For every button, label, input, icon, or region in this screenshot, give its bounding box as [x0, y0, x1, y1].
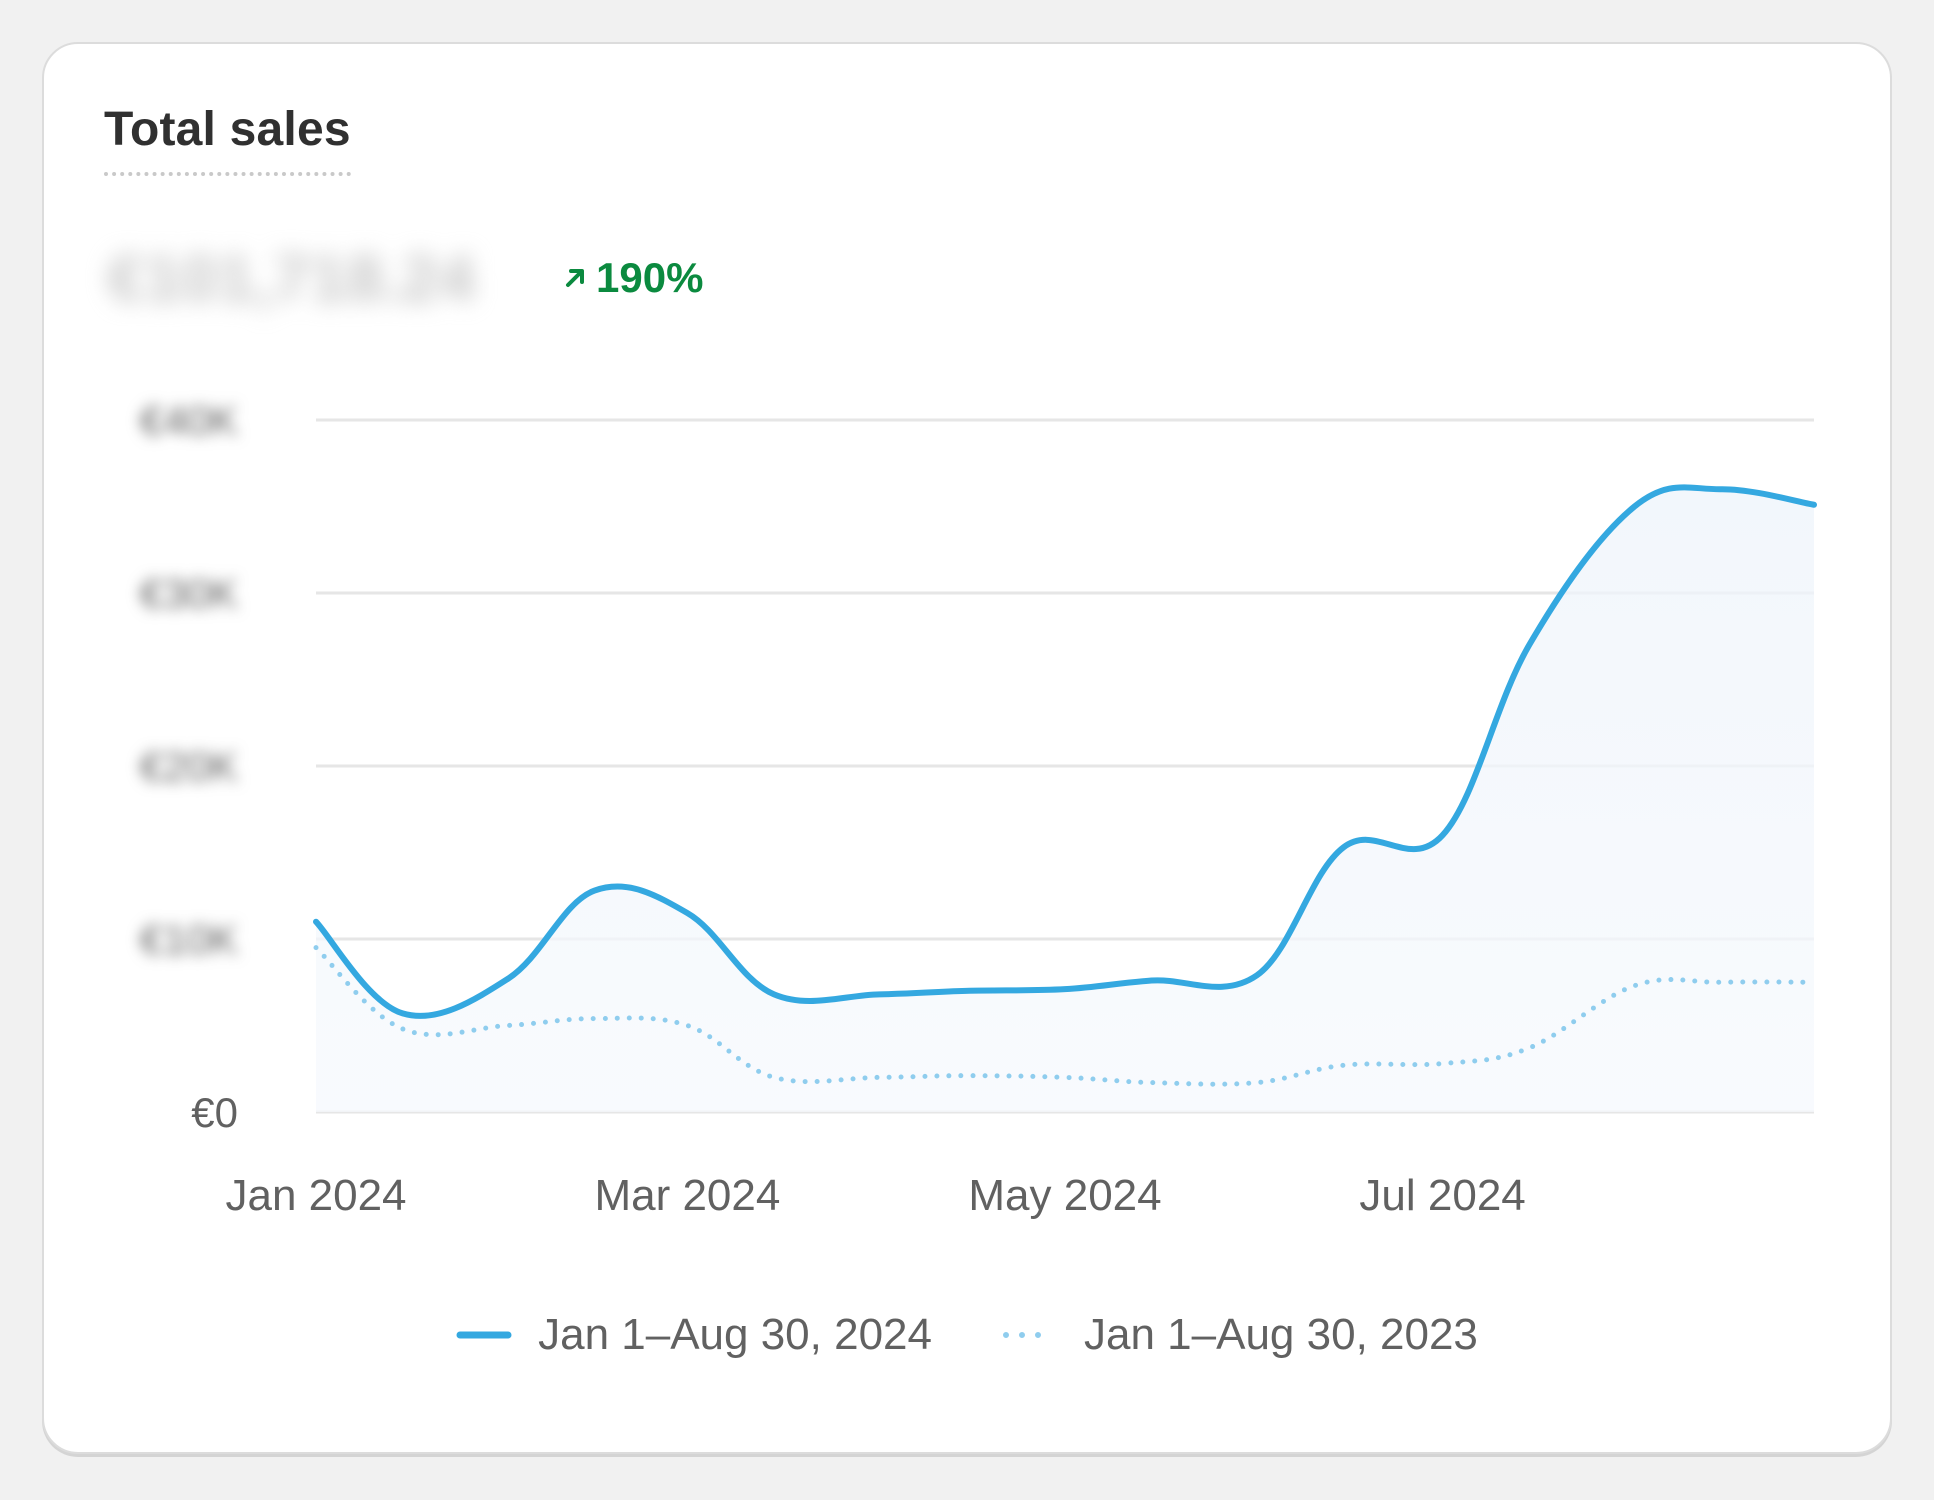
x-tick-label: Jan 2024: [225, 1171, 406, 1220]
dotted-line-swatch-icon: [1003, 1332, 1057, 1338]
chart-legend: Jan 1–Aug 30, 2024 Jan 1–Aug 30, 2023: [0, 1310, 1934, 1360]
legend-label-current: Jan 1–Aug 30, 2024: [538, 1310, 932, 1359]
y-tick-label: €0: [191, 1089, 238, 1136]
chart-x-axis: Jan 2024 Mar 2024 May 2024 Jul 2024: [225, 1171, 1525, 1220]
solid-line-swatch-icon: [456, 1331, 512, 1339]
series-line-current: [313, 484, 1817, 1019]
chart-y-axis: €0 €10K €20K €30K €40K: [140, 397, 238, 1136]
sales-line-chart: €0 €10K €20K €30K €40K Jan 2024 Mar 2024 May 2…: [140, 397, 1817, 1220]
x-tick-label: May 2024: [968, 1171, 1161, 1220]
arrow-up-right-icon: [566, 269, 584, 287]
percent-change-badge: 190%: [562, 252, 703, 304]
chart-area-fill: [316, 487, 1814, 1112]
legend-item-previous[interactable]: Jan 1–Aug 30, 2023: [1002, 1310, 1478, 1360]
chart-series-lines: [313, 484, 1817, 1087]
current-series-area: [316, 487, 1814, 1112]
y-tick-label: €30K: [140, 570, 238, 617]
y-tick-label: €10K: [140, 916, 238, 963]
card-title[interactable]: Total sales: [104, 100, 351, 176]
x-tick-label: Mar 2024: [594, 1171, 780, 1220]
x-tick-label: Jul 2024: [1359, 1171, 1525, 1220]
y-tick-label: €40K: [140, 397, 238, 444]
legend-item-current[interactable]: Jan 1–Aug 30, 2024: [456, 1310, 932, 1360]
total-sales-value: €101,718.24: [108, 241, 476, 315]
legend-label-previous: Jan 1–Aug 30, 2023: [1084, 1310, 1478, 1359]
percent-change-value: 190%: [596, 254, 704, 301]
y-tick-label: €20K: [140, 743, 238, 790]
